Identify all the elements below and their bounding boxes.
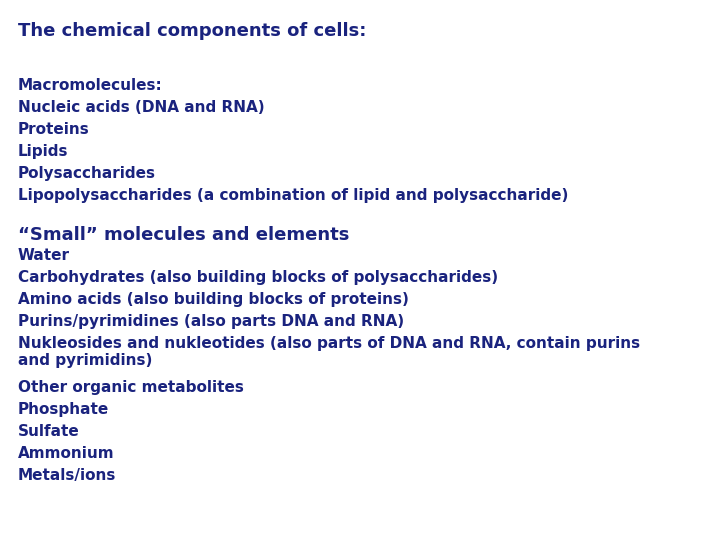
- Text: Sulfate: Sulfate: [18, 424, 80, 439]
- Text: Macromolecules:: Macromolecules:: [18, 78, 163, 93]
- Text: Proteins: Proteins: [18, 122, 90, 137]
- Text: Nukleosides and nukleotides (also parts of DNA and RNA, contain purins
and pyrim: Nukleosides and nukleotides (also parts …: [18, 336, 640, 368]
- Text: Metals/ions: Metals/ions: [18, 468, 117, 483]
- Text: Ammonium: Ammonium: [18, 446, 114, 461]
- Text: Carbohydrates (also building blocks of polysaccharides): Carbohydrates (also building blocks of p…: [18, 270, 498, 285]
- Text: Other organic metabolites: Other organic metabolites: [18, 380, 244, 395]
- Text: Phosphate: Phosphate: [18, 402, 109, 417]
- Text: “Small” molecules and elements: “Small” molecules and elements: [18, 226, 349, 244]
- Text: Purins/pyrimidines (also parts DNA and RNA): Purins/pyrimidines (also parts DNA and R…: [18, 314, 404, 329]
- Text: The chemical components of cells:: The chemical components of cells:: [18, 22, 366, 40]
- Text: Polysaccharides: Polysaccharides: [18, 166, 156, 181]
- Text: Lipids: Lipids: [18, 144, 68, 159]
- Text: Amino acids (also building blocks of proteins): Amino acids (also building blocks of pro…: [18, 292, 409, 307]
- Text: Water: Water: [18, 248, 70, 263]
- Text: Lipopolysaccharides (a combination of lipid and polysaccharide): Lipopolysaccharides (a combination of li…: [18, 188, 568, 203]
- Text: Nucleic acids (DNA and RNA): Nucleic acids (DNA and RNA): [18, 100, 265, 115]
